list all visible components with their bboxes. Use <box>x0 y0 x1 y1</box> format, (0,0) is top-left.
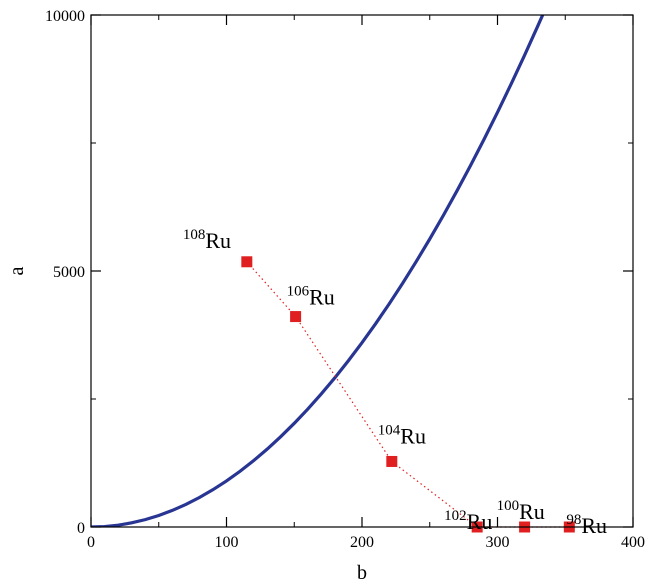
x-axis-title: b <box>357 562 367 582</box>
point-label-mass: 106 <box>287 284 310 300</box>
point-label-element: Ru <box>205 228 231 253</box>
axis-ticks <box>90 14 634 528</box>
points-connector-line <box>246 261 570 528</box>
point-label: 106Ru <box>287 284 335 310</box>
point-label-element: Ru <box>581 513 607 538</box>
point-label-mass: 98 <box>566 512 581 528</box>
point-label-mass: 100 <box>497 498 519 514</box>
point-label: 108Ru <box>183 227 231 253</box>
y-tick-label: 5000 <box>53 264 85 281</box>
x-tick-label: 300 <box>486 534 510 551</box>
point-label-element: Ru <box>309 285 335 310</box>
point-label-mass: 102 <box>444 508 467 524</box>
data-point <box>241 256 253 268</box>
curve-line <box>91 15 545 527</box>
point-label-mass: 108 <box>183 227 206 243</box>
data-point <box>290 311 302 323</box>
plot-frame <box>90 14 634 528</box>
data-point <box>386 455 398 467</box>
x-tick-label: 400 <box>621 534 645 551</box>
x-tick-label: 100 <box>215 534 239 551</box>
point-label: 104Ru <box>378 422 426 448</box>
curve-layer <box>91 15 545 527</box>
point-label-mass: 104 <box>378 422 401 438</box>
point-label-element: Ru <box>467 509 493 534</box>
axis-tick-labels: 0 100 200 300 400 0 5000 10000 <box>45 8 645 551</box>
point-label: 100Ru <box>497 498 545 524</box>
point-label: 102Ru <box>444 508 492 534</box>
x-tick-label: 200 <box>350 534 374 551</box>
y-axis-title: a <box>6 266 28 275</box>
point-label-element: Ru <box>400 423 426 448</box>
point-label: 98Ru <box>566 512 607 538</box>
point-label-element: Ru <box>519 499 545 524</box>
x-tick-label: 0 <box>87 534 95 551</box>
y-tick-label: 0 <box>77 520 85 537</box>
y-tick-label: 10000 <box>45 8 85 25</box>
